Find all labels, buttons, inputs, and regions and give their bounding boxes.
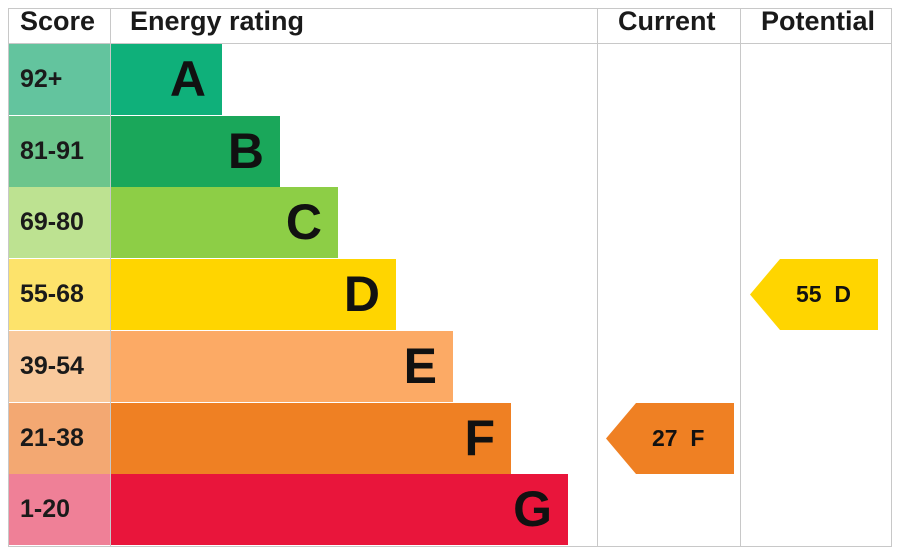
right-border-line xyxy=(891,8,892,546)
rating-letter-g: G xyxy=(513,481,552,538)
score-range-g: 1-20 xyxy=(8,474,110,546)
potential-rating-arrow: 55 D xyxy=(750,259,878,331)
bottom-border-line xyxy=(8,546,892,547)
rating-letter-b: B xyxy=(227,122,264,179)
score-header: Score xyxy=(20,6,96,36)
top-border-line xyxy=(8,8,892,9)
rating-letter-a: A xyxy=(169,51,206,107)
score-range-f: 21-38 xyxy=(8,402,110,474)
current-header: Current xyxy=(618,6,716,36)
score-range-b: 81-91 xyxy=(8,115,110,187)
left-border-line xyxy=(8,8,9,546)
rating-letter-e: E xyxy=(403,337,437,394)
potential-rating-label: 55 D xyxy=(796,281,851,308)
rating-bar-e: E xyxy=(110,330,453,402)
score-range-e: 39-54 xyxy=(8,330,110,402)
current-divider-line xyxy=(597,8,598,546)
rating-bar-a: A xyxy=(110,44,222,115)
rating-bar-f: F xyxy=(110,402,511,474)
rating-letter-f: F xyxy=(464,409,495,466)
energy-rating-header: Energy rating xyxy=(130,6,305,36)
rating-bar-d: D xyxy=(110,259,396,331)
score-range-a: 92+ xyxy=(8,44,110,115)
rating-bar-c: C xyxy=(110,187,338,259)
current-rating-arrow-shape xyxy=(606,402,734,474)
score-divider-line xyxy=(110,8,111,546)
rating-letter-d: D xyxy=(343,266,380,323)
rating-bar-b: B xyxy=(110,115,280,187)
potential-divider-line xyxy=(740,8,741,546)
rating-letter-c: C xyxy=(285,194,322,251)
potential-header: Potential xyxy=(761,6,876,36)
rating-bar-g: G xyxy=(110,474,568,546)
score-range-c: 69-80 xyxy=(8,187,110,259)
current-rating-arrow: 27 F xyxy=(606,402,734,474)
potential-rating-arrow-shape xyxy=(750,259,878,331)
header-divider-line xyxy=(8,43,892,44)
current-rating-label: 27 F xyxy=(652,424,705,451)
score-range-d: 55-68 xyxy=(8,259,110,331)
